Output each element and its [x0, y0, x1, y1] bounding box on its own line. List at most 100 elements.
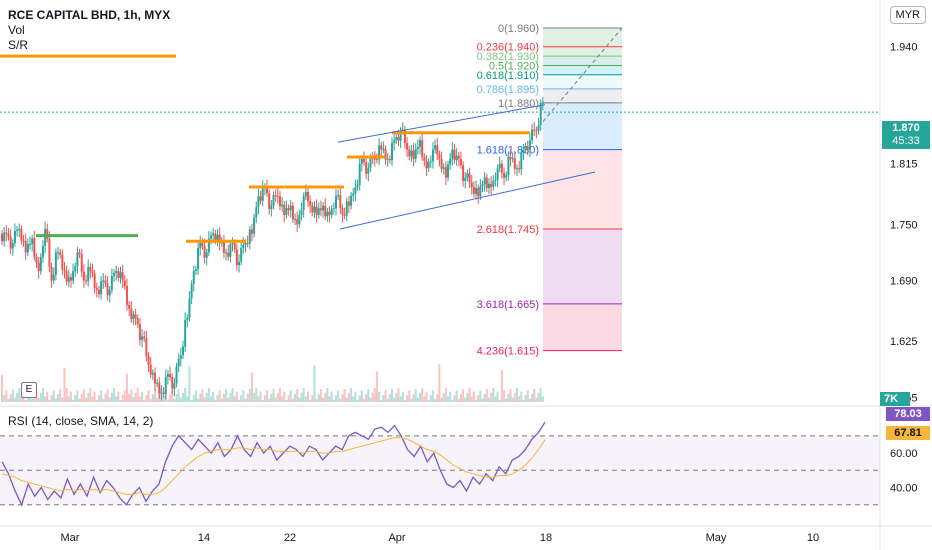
candle-body	[425, 160, 428, 169]
candle-body	[414, 148, 417, 159]
volume-bar	[37, 397, 40, 402]
candle-body	[31, 238, 34, 245]
volume-bar	[481, 398, 484, 402]
volume-bar	[253, 392, 256, 402]
volume-bar	[375, 371, 378, 402]
volume-bar	[274, 397, 277, 402]
currency-button[interactable]: MYR	[889, 6, 926, 24]
volume-bar	[518, 396, 521, 402]
candle-body	[317, 208, 320, 216]
candle-body	[186, 317, 189, 320]
candle-body	[242, 244, 245, 249]
candle-body	[440, 158, 443, 169]
volume-bar	[67, 396, 70, 402]
volume-bar	[147, 390, 150, 402]
volume-bar	[395, 392, 398, 402]
candle-body	[412, 150, 415, 159]
volume-bar	[294, 394, 297, 402]
volume-bar	[222, 394, 225, 402]
legend-vol[interactable]: Vol	[8, 23, 25, 37]
candle-body	[470, 182, 473, 187]
candle-body	[121, 272, 124, 281]
volume-bar	[337, 390, 340, 402]
volume-bar	[431, 390, 434, 402]
volume-bar	[184, 388, 187, 402]
candle-body	[212, 233, 215, 236]
earnings-marker[interactable]: E	[21, 382, 37, 398]
fib-zone	[543, 303, 622, 351]
volume-bar	[283, 391, 286, 402]
volume-bar	[194, 390, 197, 402]
candle-body	[535, 130, 538, 132]
candle-body	[244, 243, 247, 245]
candle-body	[97, 289, 100, 295]
candle-body	[197, 248, 200, 270]
volume-bar	[199, 394, 202, 402]
volume-bar	[188, 366, 191, 402]
candle-body	[190, 283, 193, 299]
candle-body	[166, 373, 169, 377]
candle-body	[378, 145, 381, 160]
volume-bar	[52, 390, 55, 402]
candle-body	[1, 233, 3, 242]
volume-bar	[100, 390, 103, 402]
candle-body	[429, 161, 432, 163]
rsi-legend[interactable]: RSI (14, close, SMA, 14, 2)	[8, 414, 154, 428]
volume-bar	[113, 388, 116, 402]
candle-body	[26, 244, 29, 253]
volume-bar	[522, 400, 525, 402]
volume-bar	[367, 389, 370, 402]
volume-bar	[371, 392, 374, 402]
candle-body	[490, 183, 493, 187]
volume-bar	[166, 400, 169, 402]
fib-zone	[543, 65, 622, 75]
candle-body	[375, 158, 378, 160]
candle-body	[464, 177, 467, 181]
candle-body	[496, 168, 499, 180]
volume-bar	[18, 388, 21, 402]
candle-body	[113, 272, 116, 277]
candle-body	[102, 280, 105, 282]
price-tick-label: 1.625	[890, 336, 918, 348]
price-tick-label: 1.940	[890, 42, 918, 54]
price-tick-label: 1.690	[890, 275, 918, 287]
volume-bar	[459, 394, 462, 402]
candle-body	[341, 208, 344, 216]
candle-body	[367, 168, 370, 174]
volume-bar	[231, 388, 234, 402]
candle-body	[214, 233, 217, 241]
volume-bar	[91, 396, 94, 402]
candle-body	[462, 165, 465, 181]
volume-bar	[345, 397, 348, 402]
candle-body	[291, 205, 294, 220]
candle-body	[41, 245, 44, 258]
price-tick-label: 1.815	[890, 159, 918, 171]
legend-sr[interactable]: S/R	[8, 38, 29, 52]
channel-upper-line	[337, 104, 546, 143]
volume-bar	[535, 397, 538, 402]
fib-level-label: 0.382(1.930)	[477, 51, 539, 63]
candle-body	[526, 146, 529, 150]
candle-body	[80, 254, 83, 272]
volume-bar	[289, 390, 292, 402]
volume-bar	[190, 400, 193, 402]
volume-bar	[451, 400, 454, 402]
volume-bar	[115, 396, 118, 402]
volume-bar	[306, 391, 309, 402]
volume-bar	[360, 390, 363, 402]
candle-body	[179, 355, 182, 359]
volume-bar	[240, 395, 243, 402]
time-tick-label: Apr	[388, 532, 405, 544]
volume-bar	[263, 395, 266, 402]
volume-bar	[268, 398, 271, 402]
volume-bar	[143, 400, 146, 402]
volume-bar	[173, 398, 176, 402]
volume-bar	[11, 389, 14, 402]
volume-bar	[130, 389, 133, 402]
volume-bar	[13, 397, 16, 402]
volume-bar	[408, 390, 411, 402]
fib-zone	[543, 102, 622, 150]
candle-body	[95, 288, 98, 290]
candle-body	[89, 266, 92, 272]
volume-bar	[436, 394, 439, 402]
